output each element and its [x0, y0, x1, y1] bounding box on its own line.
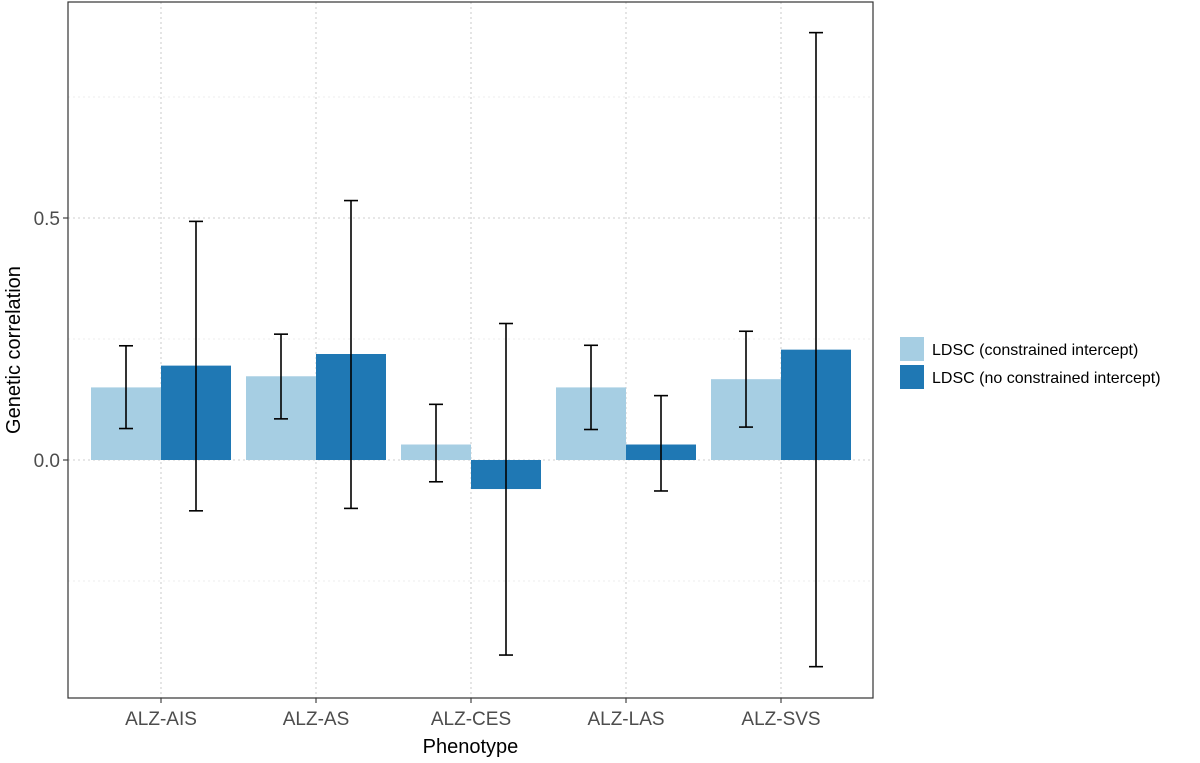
x-tick-label: ALZ-LAS	[587, 709, 664, 730]
legend-label: LDSC (constrained intercept)	[932, 342, 1138, 359]
y-axis-title: Genetic correlation	[3, 266, 25, 434]
error-bar-no-constrained-alz-ces	[499, 322, 513, 656]
legend-swatch	[900, 365, 924, 389]
error-bar-no-constrained-alz-ais	[189, 220, 203, 512]
error-bar-constrained-alz-svs	[739, 330, 753, 428]
error-bars	[119, 31, 823, 668]
error-bar-no-constrained-alz-las	[654, 394, 668, 492]
x-tick-label: ALZ-AIS	[125, 709, 197, 730]
legend-swatch	[900, 337, 924, 361]
error-bar-constrained-alz-ces	[429, 403, 443, 483]
grid-lines	[68, 2, 873, 698]
x-axis: ALZ-AIS ALZ-AS ALZ-CES ALZ-LAS ALZ-SVS	[125, 698, 821, 730]
x-tick-label: ALZ-SVS	[741, 709, 820, 730]
bars	[91, 349, 851, 490]
y-tick-label: 0.0	[34, 451, 60, 472]
y-axis: 0.0 0.5	[34, 209, 68, 472]
x-axis-title: Phenotype	[423, 736, 519, 758]
x-tick-label: ALZ-AS	[283, 709, 350, 730]
error-bar-constrained-alz-las	[584, 344, 598, 431]
legend: LDSC (constrained intercept) LDSC (no con…	[900, 337, 1161, 389]
error-bar-no-constrained-alz-as	[344, 199, 358, 510]
legend-label: LDSC (no constrained intercept)	[932, 370, 1161, 387]
error-bar-constrained-alz-as	[274, 333, 288, 420]
error-bar-no-constrained-alz-svs	[809, 31, 823, 668]
error-bar-constrained-alz-ais	[119, 344, 133, 430]
y-tick-label: 0.5	[34, 209, 60, 230]
x-tick-label: ALZ-CES	[431, 709, 511, 730]
